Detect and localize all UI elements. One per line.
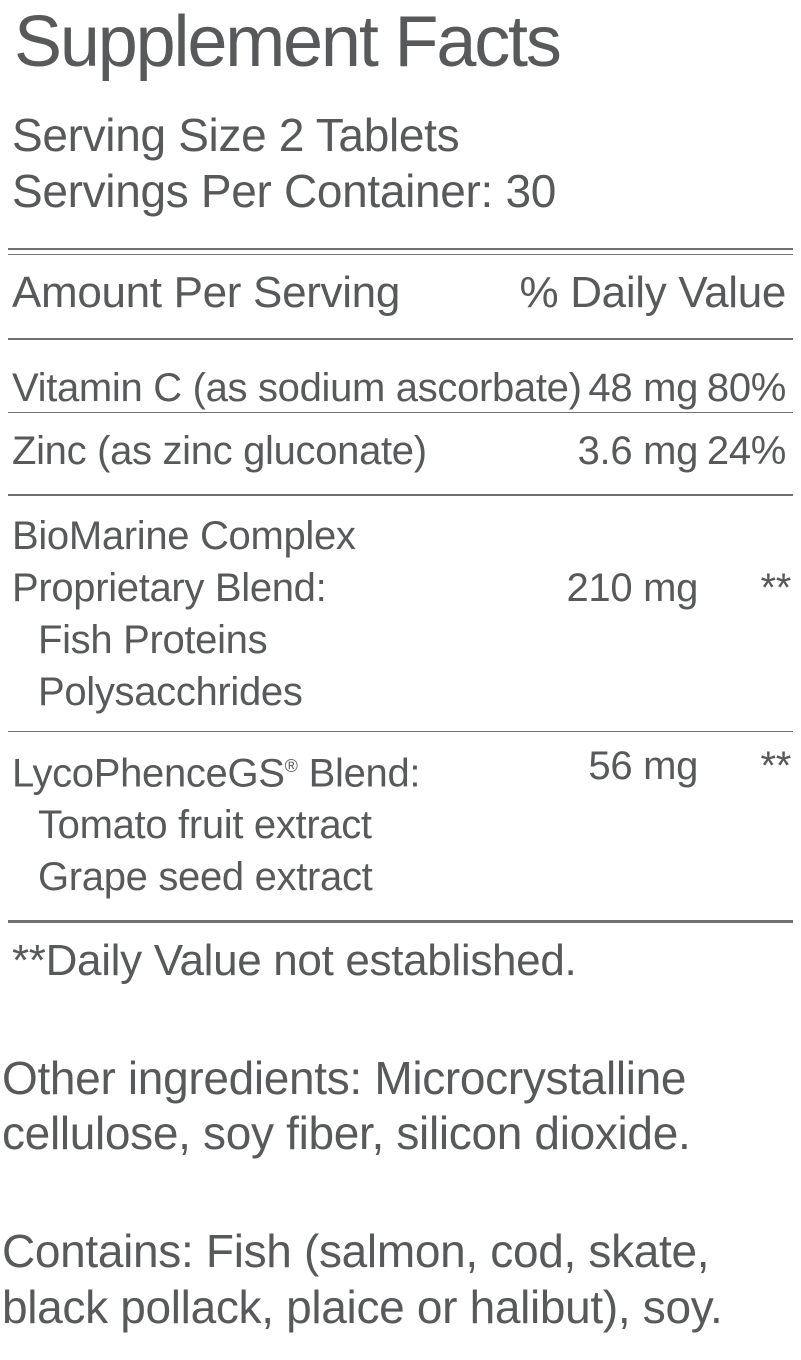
daily-value-footnote: **Daily Value not established.: [12, 936, 577, 986]
divider-rule: [8, 731, 793, 732]
blend-group-biomarine: BioMarine Complex Proprietary Blend: 210…: [12, 510, 791, 718]
blend-sub-ingredient: Tomato fruit extract: [38, 803, 372, 848]
blend-sub-ingredient: Fish Proteins: [38, 618, 268, 662]
blend-name-line: LycoPhenceGS® Blend: 56 mg **: [12, 740, 791, 799]
contains-allergen-statement: Contains: Fish (salmon, cod, skate, blac…: [2, 1225, 723, 1334]
blend-sub-ingredient: Polysacchrides: [38, 670, 303, 714]
servings-per-container: Servings Per Container: 30: [12, 165, 556, 217]
nutrient-amount: 3.6 mg: [577, 429, 699, 473]
nutrient-row-vitamin-c: Vitamin C (as sodium ascorbate) 48 mg 80…: [12, 364, 786, 412]
nutrient-name: Vitamin C (as sodium ascorbate): [12, 366, 582, 410]
nutrient-name: Zinc (as zinc gluconate): [12, 429, 427, 473]
blend-name: LycoPhenceGS: [12, 751, 285, 796]
supplement-facts-title: Supplement Facts: [14, 2, 562, 82]
blend-name-suffix: Blend:: [297, 751, 421, 796]
serving-size: Serving Size 2 Tablets: [12, 109, 460, 161]
blend-name: Proprietary Blend:: [12, 566, 327, 610]
nutrient-amount: 48 mg: [588, 366, 698, 410]
nutrient-daily-value: 24%: [706, 429, 786, 473]
divider-rule: [8, 412, 793, 413]
blend-amount: 56 mg: [588, 744, 698, 788]
divider-heavy-rule: [8, 920, 793, 924]
blend-group-lycophence: LycoPhenceGS® Blend: 56 mg ** Tomato fru…: [12, 740, 791, 903]
blend-name-line: BioMarine Complex: [12, 514, 356, 558]
amount-per-serving-header: Amount Per Serving: [12, 268, 400, 317]
other-ingredients-statement: Other ingredients: Microcrystalline cell…: [2, 1052, 691, 1160]
divider-rule: [8, 494, 793, 496]
blend-name-line: Proprietary Blend: 210 mg **: [12, 562, 791, 614]
blend-daily-value-stars: **: [760, 566, 792, 610]
registered-trademark-symbol: ®: [284, 756, 298, 776]
blend-daily-value-stars: **: [760, 744, 792, 788]
nutrient-daily-value: 80%: [706, 366, 786, 410]
divider-double-rule: [8, 248, 793, 255]
divider-header-rule: [8, 338, 793, 340]
blend-amount: 210 mg: [566, 566, 699, 610]
blend-sub-ingredient: Grape seed extract: [38, 855, 373, 900]
nutrient-row-zinc: Zinc (as zinc gluconate) 3.6 mg 24%: [12, 427, 786, 475]
percent-daily-value-header: % Daily Value: [519, 268, 787, 317]
table-header-row: Amount Per Serving % Daily Value: [12, 268, 786, 318]
